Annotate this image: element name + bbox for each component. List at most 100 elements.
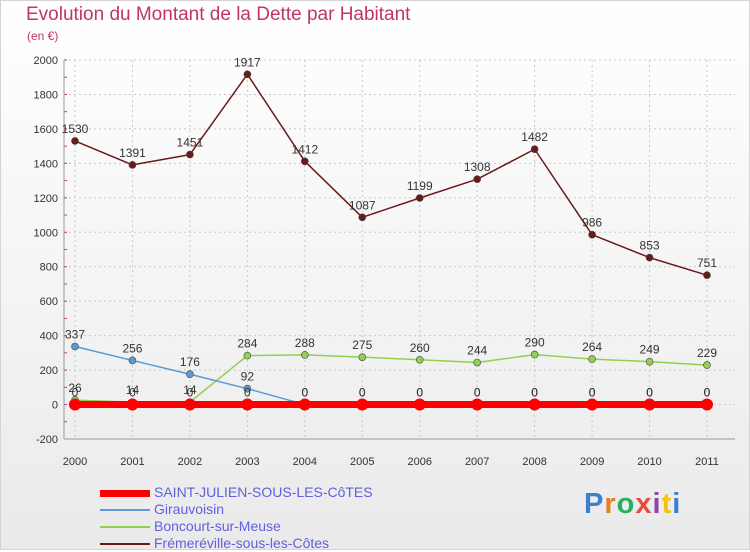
data-point bbox=[71, 342, 79, 351]
y-tick-label: 1600 bbox=[34, 124, 58, 136]
x-tick-label: 2001 bbox=[120, 456, 144, 468]
data-label: 249 bbox=[640, 343, 660, 357]
y-tick-label: -200 bbox=[36, 434, 58, 446]
data-label: 244 bbox=[467, 344, 487, 358]
y-tick-label: 2000 bbox=[34, 55, 58, 67]
data-point bbox=[358, 213, 367, 222]
data-label: 1087 bbox=[349, 198, 376, 212]
data-point bbox=[241, 398, 254, 411]
data-point bbox=[703, 271, 711, 279]
x-tick-label: 2000 bbox=[63, 456, 87, 468]
data-point bbox=[530, 145, 539, 154]
data-label: 0 bbox=[474, 386, 481, 400]
data-label: 260 bbox=[410, 341, 430, 355]
data-label: 0 bbox=[589, 386, 596, 400]
legend-swatch bbox=[100, 509, 150, 511]
data-label: 853 bbox=[640, 239, 660, 253]
data-point bbox=[186, 150, 194, 159]
x-tick-label: 2003 bbox=[235, 456, 259, 468]
data-point bbox=[586, 398, 599, 411]
data-label: 264 bbox=[582, 340, 602, 354]
proxiti-logo: Proxiti bbox=[584, 488, 682, 520]
data-label: 0 bbox=[129, 386, 136, 400]
data-label: 1482 bbox=[521, 130, 548, 144]
legend-label: Frémeréville-sous-les-Côtes bbox=[154, 535, 330, 551]
x-tick-label: 2011 bbox=[695, 456, 719, 468]
data-label: 0 bbox=[704, 386, 711, 400]
data-label: 1530 bbox=[62, 122, 89, 136]
data-point bbox=[588, 230, 596, 239]
data-point bbox=[356, 398, 369, 411]
data-label: 0 bbox=[646, 386, 653, 400]
data-label: 14 bbox=[183, 383, 197, 397]
data-point bbox=[69, 398, 81, 411]
data-label: 0 bbox=[474, 386, 481, 400]
data-point bbox=[128, 356, 137, 365]
data-label: 0 bbox=[531, 386, 538, 400]
data-label: 229 bbox=[697, 346, 717, 360]
data-point bbox=[243, 351, 252, 360]
y-tick-label: 1000 bbox=[34, 227, 58, 239]
legend-label: Girauvoisin bbox=[154, 501, 225, 517]
data-point bbox=[301, 351, 309, 359]
data-label: 1308 bbox=[464, 160, 491, 174]
series-line bbox=[74, 353, 708, 403]
chart-title: Evolution du Montant de la Dette par Hab… bbox=[26, 4, 411, 25]
data-point bbox=[126, 398, 139, 411]
legend-label: SAINT-JULIEN-SOUS-LES-CôTES bbox=[154, 484, 373, 500]
data-point bbox=[645, 357, 654, 366]
data-label: 284 bbox=[237, 337, 257, 351]
data-label: 0 bbox=[646, 386, 653, 400]
data-label: 176 bbox=[180, 355, 200, 369]
series-line bbox=[74, 345, 707, 406]
y-tick-label: 600 bbox=[40, 296, 58, 308]
series-line bbox=[74, 73, 708, 276]
data-point bbox=[528, 398, 541, 411]
data-label: 0 bbox=[531, 386, 538, 400]
data-label: 14 bbox=[126, 383, 140, 397]
x-tick-label: 2002 bbox=[178, 456, 202, 468]
data-point bbox=[588, 355, 596, 363]
data-point bbox=[128, 161, 137, 169]
legend-swatch bbox=[100, 543, 150, 545]
y-tick-label: 1400 bbox=[34, 158, 58, 170]
x-tick-label: 2006 bbox=[407, 456, 431, 468]
x-tick-label: 2007 bbox=[465, 456, 489, 468]
data-point bbox=[473, 175, 481, 184]
data-label: 1199 bbox=[407, 179, 433, 193]
data-label: 0 bbox=[416, 386, 423, 400]
data-label: 1391 bbox=[119, 146, 146, 160]
data-label: 0 bbox=[187, 386, 194, 400]
data-point bbox=[186, 370, 194, 379]
y-tick-label: 0 bbox=[52, 400, 58, 412]
data-point bbox=[298, 398, 311, 411]
data-point bbox=[243, 70, 252, 79]
y-tick-label: 1800 bbox=[34, 89, 58, 101]
data-point bbox=[413, 398, 426, 411]
data-label: 1917 bbox=[234, 55, 261, 69]
data-point bbox=[243, 384, 252, 393]
data-point bbox=[643, 398, 656, 411]
legend-label: Boncourt-sur-Meuse bbox=[154, 518, 281, 534]
legend-swatch bbox=[100, 526, 150, 528]
data-label: 290 bbox=[525, 336, 545, 350]
y-tick-label: 200 bbox=[40, 365, 58, 377]
data-point bbox=[530, 350, 539, 359]
data-point bbox=[415, 194, 424, 202]
data-label: 0 bbox=[301, 386, 308, 400]
x-tick-label: 2010 bbox=[637, 456, 661, 468]
data-label: 0 bbox=[244, 386, 251, 400]
x-tick-label: 2005 bbox=[350, 456, 374, 468]
data-label: 1412 bbox=[291, 142, 318, 156]
data-label: 0 bbox=[359, 386, 366, 400]
data-label: 26 bbox=[68, 381, 82, 395]
data-label: 288 bbox=[295, 336, 315, 350]
x-tick-label: 2008 bbox=[522, 456, 546, 468]
legend-swatch bbox=[100, 490, 150, 497]
data-point bbox=[471, 398, 484, 411]
data-point bbox=[703, 361, 711, 369]
data-point bbox=[358, 353, 367, 361]
data-label: 1451 bbox=[177, 136, 204, 150]
